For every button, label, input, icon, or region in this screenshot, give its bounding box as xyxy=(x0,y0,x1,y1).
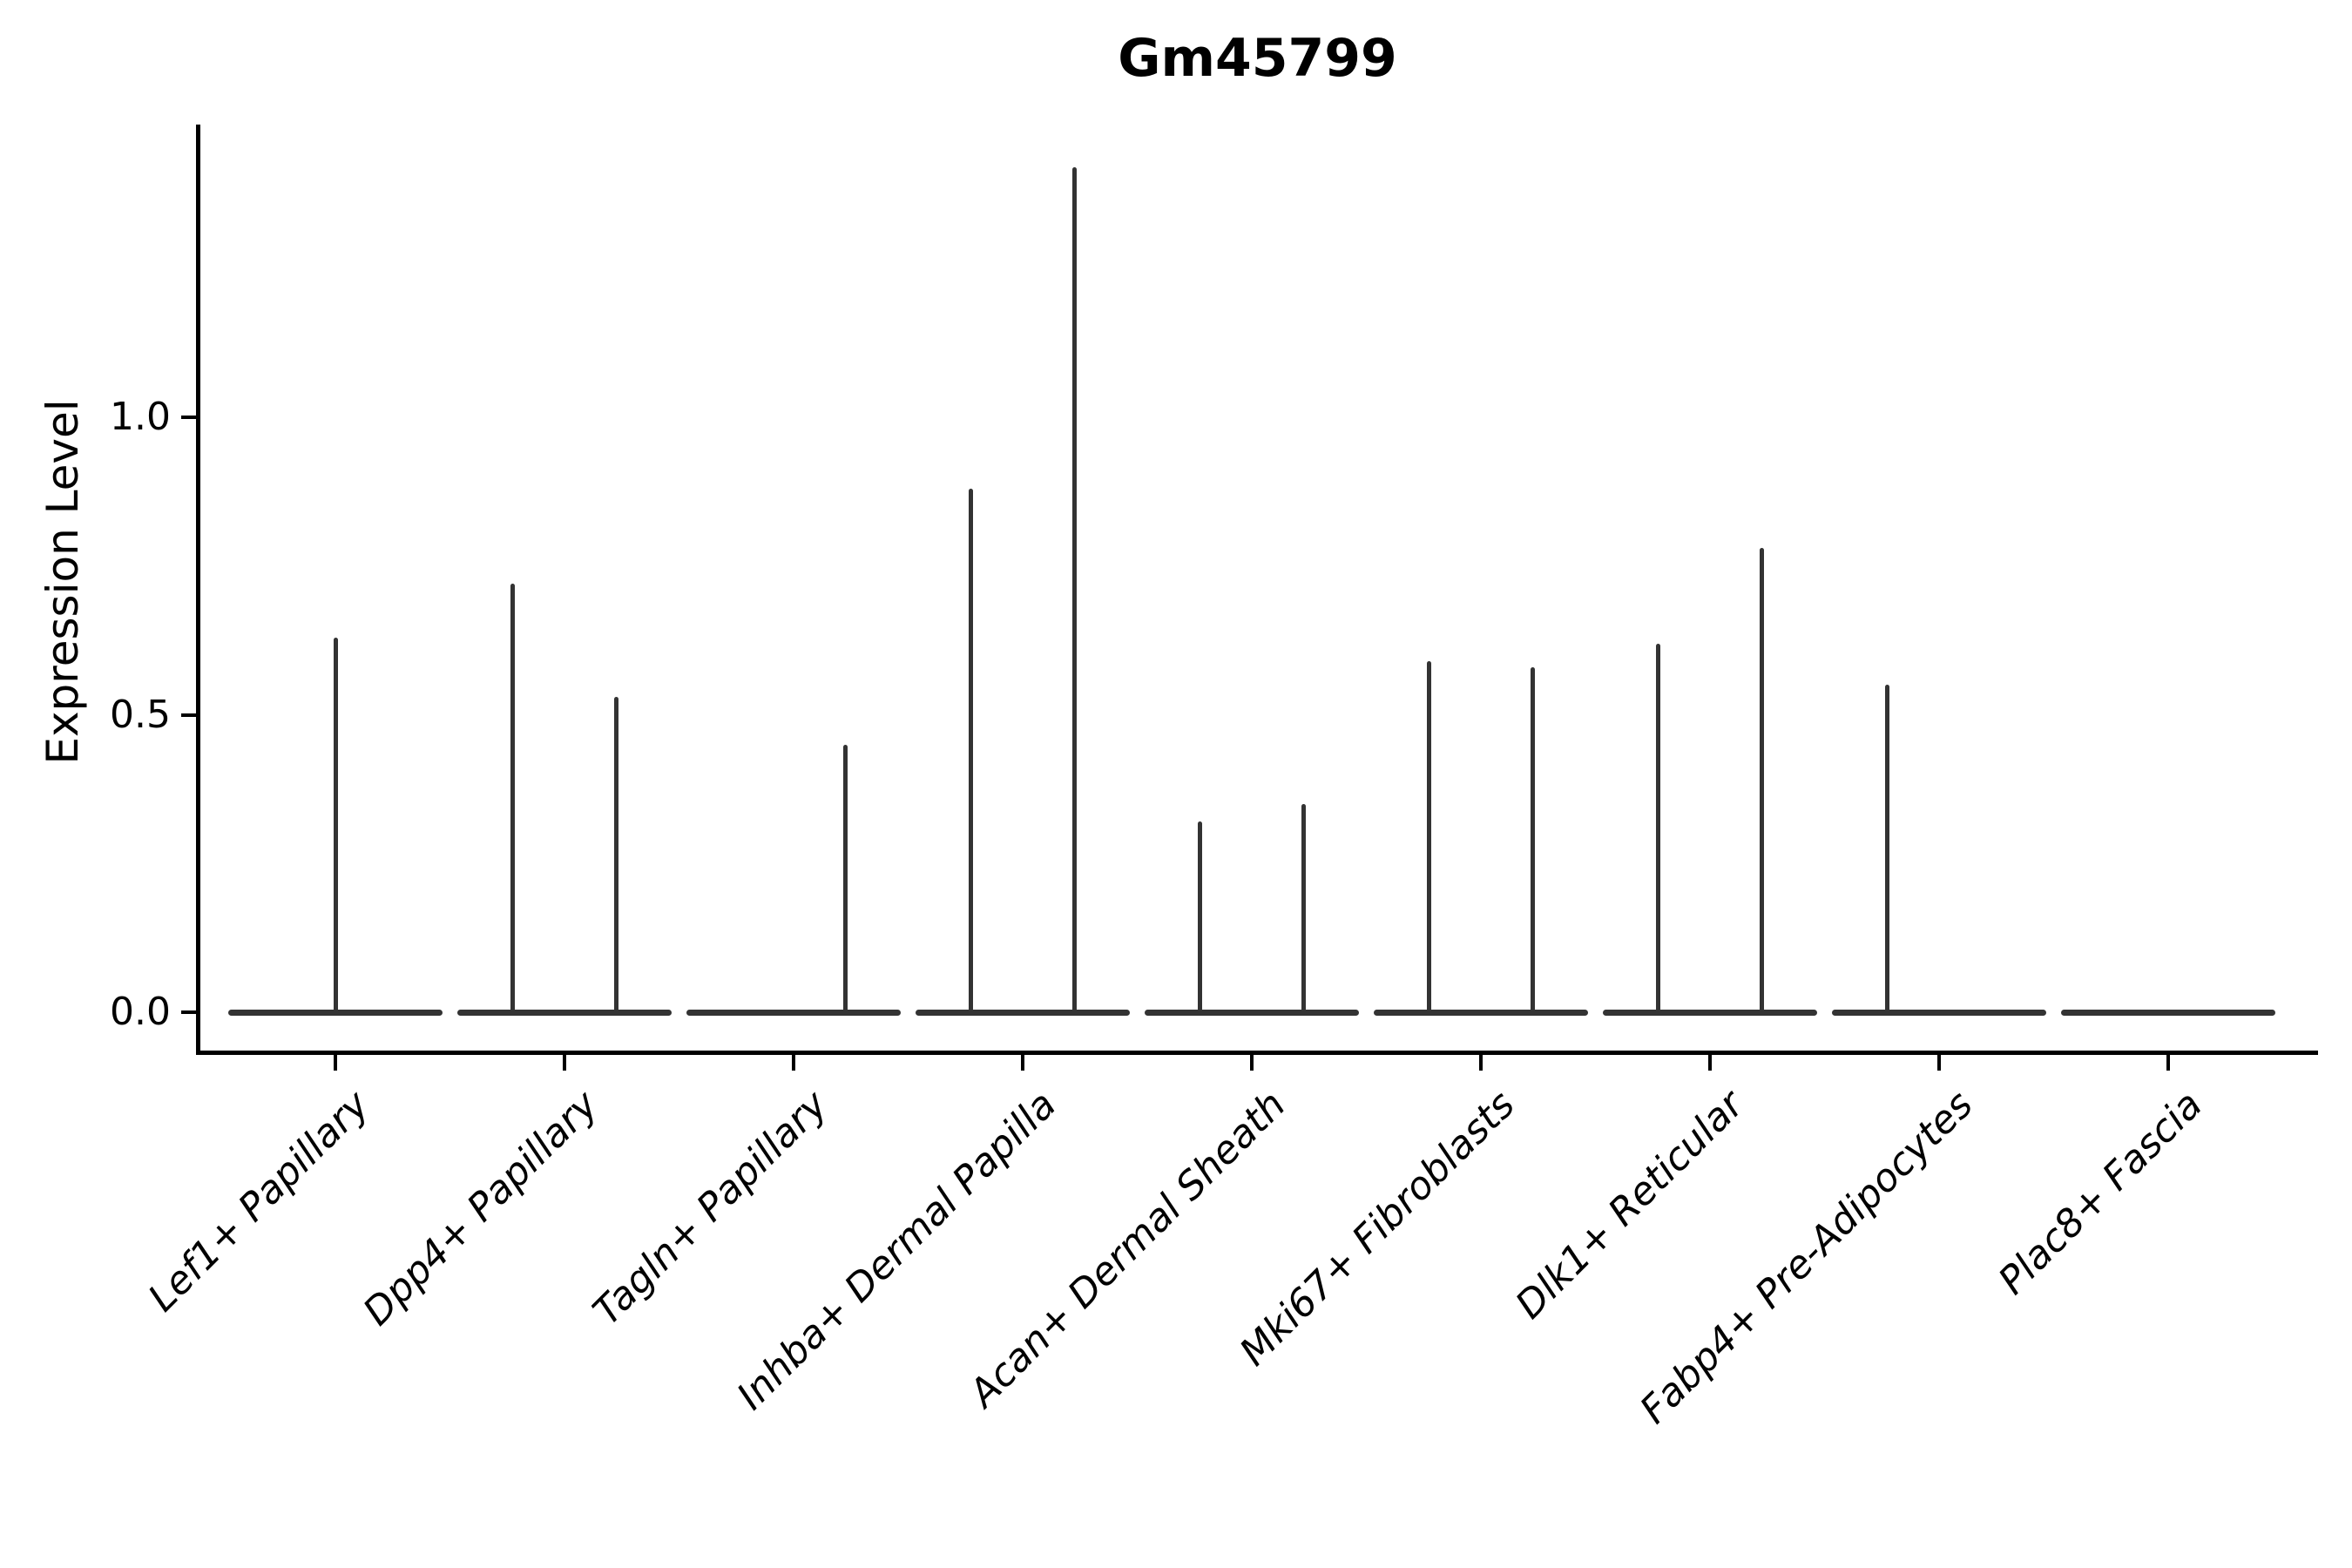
violin-spike xyxy=(1530,666,1535,1012)
violin-baseline xyxy=(686,1010,901,1016)
x-tick-mark xyxy=(792,1054,795,1071)
y-axis-spine xyxy=(196,125,200,1055)
violin-baseline xyxy=(1832,1010,2046,1016)
x-tick-mark xyxy=(2166,1054,2170,1071)
violin-spike xyxy=(510,584,516,1012)
y-tick-label: 1.0 xyxy=(110,395,171,439)
x-tick-mark xyxy=(334,1054,337,1071)
violin-spike xyxy=(1301,803,1306,1012)
chart-title: Gm45799 xyxy=(1118,28,1397,89)
y-tick-mark xyxy=(181,1010,198,1014)
x-tick-mark xyxy=(1479,1054,1483,1071)
y-tick-mark xyxy=(181,713,198,717)
violin-baseline xyxy=(1374,1010,1588,1016)
violin-baseline xyxy=(916,1010,1130,1016)
violin-baseline xyxy=(457,1010,672,1016)
x-tick-mark xyxy=(1250,1054,1254,1071)
x-tick-label: Dlk1+ Reticular xyxy=(1507,1082,1753,1328)
x-tick-label: Plac8+ Fascia xyxy=(1990,1082,2211,1303)
violin-spike xyxy=(1759,548,1764,1012)
y-tick-mark xyxy=(181,416,198,419)
x-tick-label: Lef1+ Papillary xyxy=(139,1082,378,1321)
violin-spike xyxy=(1427,661,1432,1012)
violin-baseline xyxy=(2061,1010,2275,1016)
x-tick-label: Tagln+ Papillary xyxy=(584,1082,836,1335)
y-axis-label: Expression Level xyxy=(37,399,88,765)
violin-spike xyxy=(1885,685,1890,1012)
violin-spike xyxy=(1071,167,1077,1012)
x-tick-mark xyxy=(563,1054,566,1071)
violin-baseline xyxy=(1145,1010,1359,1016)
violin-baseline xyxy=(228,1010,443,1016)
x-tick-mark xyxy=(1708,1054,1712,1071)
violin-spike xyxy=(842,744,848,1012)
violin-spike xyxy=(1656,643,1661,1012)
x-tick-mark xyxy=(1937,1054,1941,1071)
x-tick-mark xyxy=(1021,1054,1024,1071)
x-axis-spine xyxy=(196,1051,2318,1055)
y-tick-label: 0.5 xyxy=(110,692,171,737)
y-tick-label: 0.0 xyxy=(110,990,171,1034)
violin-spike xyxy=(1198,821,1203,1012)
x-tick-label: Dpp4+ Papillary xyxy=(355,1082,607,1335)
violin-spike xyxy=(333,637,338,1012)
violin-spike xyxy=(613,697,618,1012)
violin-baseline xyxy=(1603,1010,1817,1016)
violin-spike xyxy=(969,488,974,1012)
